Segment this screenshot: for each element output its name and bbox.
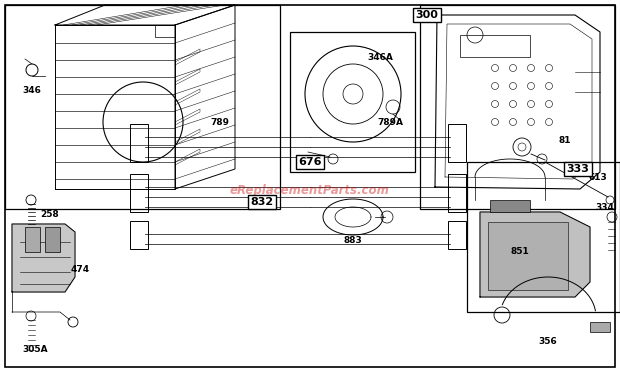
Bar <box>45 227 60 252</box>
Polygon shape <box>480 212 590 297</box>
Text: 883: 883 <box>343 235 362 244</box>
Text: 258: 258 <box>41 209 60 218</box>
Bar <box>5 5 280 209</box>
Text: 789A: 789A <box>377 118 403 126</box>
Bar <box>25 227 40 252</box>
Text: 613: 613 <box>588 173 608 182</box>
Bar <box>130 124 148 162</box>
Text: 81: 81 <box>559 135 571 144</box>
Bar <box>130 174 148 212</box>
Text: 789: 789 <box>211 118 229 126</box>
Bar <box>130 221 148 249</box>
Polygon shape <box>12 224 75 292</box>
Text: 474: 474 <box>71 264 89 273</box>
Text: 832: 832 <box>250 197 273 207</box>
Text: 333: 333 <box>567 164 590 174</box>
Text: eReplacementParts.com: eReplacementParts.com <box>230 183 390 196</box>
Bar <box>448 174 466 212</box>
Text: 851: 851 <box>511 247 529 257</box>
Bar <box>488 222 568 290</box>
Bar <box>420 5 615 209</box>
Bar <box>460 35 530 57</box>
Text: 346: 346 <box>22 86 42 94</box>
Text: 305A: 305A <box>22 346 48 355</box>
Text: 346A: 346A <box>367 52 393 61</box>
Text: 676: 676 <box>298 157 322 167</box>
Bar <box>448 221 466 249</box>
Bar <box>590 322 610 332</box>
Text: 300: 300 <box>415 10 438 20</box>
Text: 334: 334 <box>596 202 614 212</box>
Text: 356: 356 <box>539 337 557 346</box>
Bar <box>467 162 620 312</box>
Bar <box>490 200 530 212</box>
Bar <box>448 124 466 162</box>
Bar <box>290 32 415 172</box>
